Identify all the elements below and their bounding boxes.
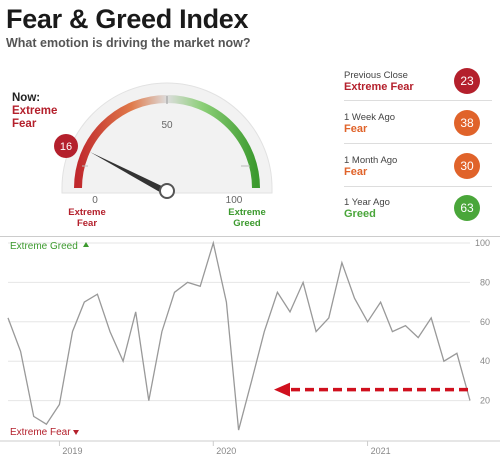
gauge-mid-label: 50 (161, 120, 173, 131)
now-label: Now: (12, 92, 41, 104)
gauge-left-zone-line2: Fear (77, 218, 97, 229)
stat-value: Greed (344, 208, 376, 220)
y-tick-label: 100 (475, 238, 490, 248)
extreme-greed-label: Extreme Greed (10, 241, 78, 252)
stat-score-badge: 63 (454, 195, 480, 221)
gauge-right-zone-line1: Extreme (228, 207, 266, 218)
fear-greed-gauge: 16 0 50 100 Extreme Fear Extreme Greed (54, 82, 273, 229)
gauge-hub (159, 183, 175, 199)
stat-label: Previous Close (344, 70, 408, 81)
gauge-max-label: 100 (226, 195, 243, 206)
y-tick-label: 60 (480, 317, 490, 327)
stat-1-month-ago: 1 Month Ago Fear 30 (344, 153, 484, 195)
now-indicator: Now: Extreme Fear (12, 92, 57, 131)
stat-score-badge: 38 (454, 110, 480, 136)
gauge-left-zone-line1: Extreme (68, 207, 106, 218)
current-level-arrow (274, 382, 468, 397)
extreme-fear-label: Extreme Fear (10, 427, 71, 438)
down-triangle-icon (73, 430, 79, 435)
stat-1-week-ago: 1 Week Ago Fear 38 (344, 110, 484, 152)
gauge-value: 16 (60, 141, 72, 153)
section-divider (0, 236, 500, 237)
x-tick-label: 2021 (371, 446, 391, 456)
stat-1-year-ago: 1 Year Ago Greed 63 (344, 195, 484, 237)
divider (344, 186, 492, 187)
up-triangle-icon (83, 242, 89, 247)
page-subtitle: What emotion is driving the market now? (6, 36, 251, 50)
stat-label: 1 Month Ago (344, 155, 398, 166)
now-value-line2: Fear (12, 118, 37, 130)
stat-label: 1 Year Ago (344, 197, 390, 208)
x-tick-label: 2020 (216, 446, 236, 456)
stat-score-badge: 30 (454, 153, 480, 179)
gauge-value-badge (54, 134, 78, 158)
stat-value: Fear (344, 123, 368, 135)
gauge-needle (90, 152, 168, 195)
stat-label: 1 Week Ago (344, 112, 396, 123)
y-tick-label: 40 (480, 356, 490, 366)
series-line (7, 240, 471, 431)
gauge-min-label: 0 (92, 195, 98, 206)
now-value-line1: Extreme (12, 105, 58, 117)
gauge-right-zone-line2: Greed (233, 218, 261, 229)
page-title: Fear & Greed Index (6, 4, 249, 34)
arrow-head (274, 382, 290, 397)
x-tick-label: 2019 (62, 446, 82, 456)
y-tick-label: 80 (480, 277, 490, 287)
divider (344, 143, 492, 144)
stat-score-badge: 23 (454, 68, 480, 94)
divider (344, 100, 492, 101)
stat-previous-close: Previous Close Extreme Fear 23 (344, 68, 484, 110)
y-tick-label: 20 (480, 396, 490, 406)
stat-value: Extreme Fear (344, 81, 414, 93)
stat-value: Fear (344, 166, 368, 178)
